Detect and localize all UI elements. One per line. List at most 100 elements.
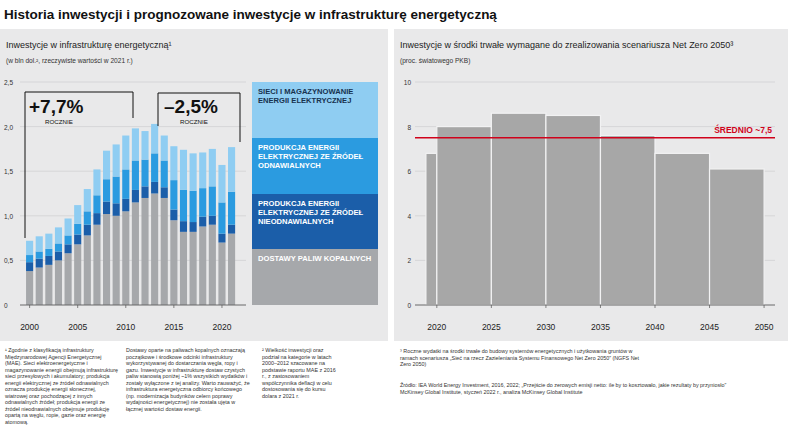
y-tick-label: 0 [4,302,8,309]
bar-segment [55,243,62,251]
footnote: Dostawy oparte na paliwach kopalnych ozn… [126,347,252,412]
y-tick-label: 6 [407,168,411,175]
bar-segment [180,150,187,190]
bar-segment [84,189,91,211]
x-tick [491,305,492,308]
y-tick-label: 8 [407,124,411,131]
annotation-bracket [158,93,240,142]
reference-label: ŚREDNIO ~7,5 [714,124,772,135]
annotation-bracket [25,92,133,238]
bar-segment [65,218,72,235]
bar-segment [228,225,235,234]
bar-segment [113,177,120,204]
footnote: ² Wielkość inwestycji oraz podział na ka… [262,347,336,399]
annotation-text: –2,5% [164,96,218,117]
bar-segment [151,153,158,182]
bar-segment [209,186,216,215]
grid-line [415,305,775,306]
bar-segment [190,153,197,190]
histogram-bar [546,115,601,305]
x-tick [125,305,126,308]
bar-segment [218,165,225,202]
page-title: Historia inwestycji i prognozowane inwes… [4,7,497,22]
x-tick-label: 2030 [536,322,555,332]
canvas: Historia inwestycji i prognozowane inwes… [0,0,788,426]
bar-segment [74,224,81,235]
bar-segment [74,244,81,305]
grid-line [20,305,246,306]
x-tick-label: 2035 [591,322,610,332]
bar-segment [103,151,110,180]
bar-segment [132,190,139,202]
bar-segment [170,210,177,221]
bar-segment [113,216,120,305]
bars [415,113,775,305]
x-axis-line [20,305,246,306]
bar-segment [84,225,91,236]
chart-title: Inwestycje w środki trwałe wymagane do z… [400,40,733,50]
y-tick-label: 4 [407,213,411,220]
bar-segment [170,220,177,305]
x-tick [655,305,656,308]
bar-segment [190,191,197,222]
bar-segment [228,234,235,305]
x-tick [600,305,601,308]
footnote: ¹ Zgodnie z klasyfikacją infrastruktury … [5,347,118,425]
y-tick-label: 2 [407,257,411,264]
bar-segment [55,251,62,260]
page: Historia inwestycji i prognozowane inwes… [0,0,788,426]
x-tick [764,305,765,308]
bar-segment [209,149,216,186]
y-tick-label: 1,0 [4,213,13,220]
footnote: ³ Roczne wydatki na środki trwałe do bud… [400,348,650,368]
bar-segment [65,244,72,253]
bar-segment [228,147,235,192]
bar-segment [141,186,148,198]
bar-segment [93,225,100,305]
bar-segment [180,190,187,221]
bar-segment [199,188,206,217]
annotation-label: ROCZNIE [45,118,73,125]
bar-segment [141,198,148,305]
bar-segment [36,236,43,251]
bar-segment [36,268,43,305]
bar-segment [190,232,197,305]
bar-segment [26,262,33,271]
x-tick-label: 2000 [20,322,39,332]
bar-segment [122,211,129,305]
x-axis-line [415,305,775,306]
bar-segment [180,221,187,232]
bar-segment [141,160,148,187]
annotation-label: ROCZNIE [180,118,208,125]
y-tick-label: 1,5 [4,168,13,175]
bar-segment [122,169,129,198]
grid-line [415,82,775,83]
histogram-bar [491,113,546,305]
legend-item: PRODUKCJA ENERGII ELEKTRYCZNEJ ZE ŹRÓDEŁ… [252,138,378,194]
x-tick-label: 2005 [68,322,87,332]
source-note: Źródło: IEA World Energy Investment, 201… [400,382,740,395]
x-tick [545,305,546,308]
legend: SIECI I MAGAZYNOWANIE ENERGII ELEKTRYCZN… [252,82,378,305]
bar-segment [93,195,100,213]
x-tick-label: 2020 [212,322,231,332]
bar-segment [199,217,206,227]
bar-segment [170,146,177,180]
bar-segment [199,152,206,188]
x-tick-label: 2025 [482,322,501,332]
bar-segment [45,249,52,256]
bar-segment [218,202,225,233]
bar-segment [84,235,91,305]
bar-segment [199,227,206,305]
x-tick [221,305,222,308]
bar-segment [65,235,72,244]
bar-segment [161,136,168,161]
bar-segment [74,235,81,245]
x-tick-label: 2045 [700,322,719,332]
x-tick [29,305,30,308]
bar-segment [180,232,187,305]
bar-segment [45,256,52,265]
legend-item: DOSTAWY PALIW KOPALNYCH [252,249,378,305]
x-tick-label: 2040 [646,322,665,332]
bar-segment [103,202,110,214]
